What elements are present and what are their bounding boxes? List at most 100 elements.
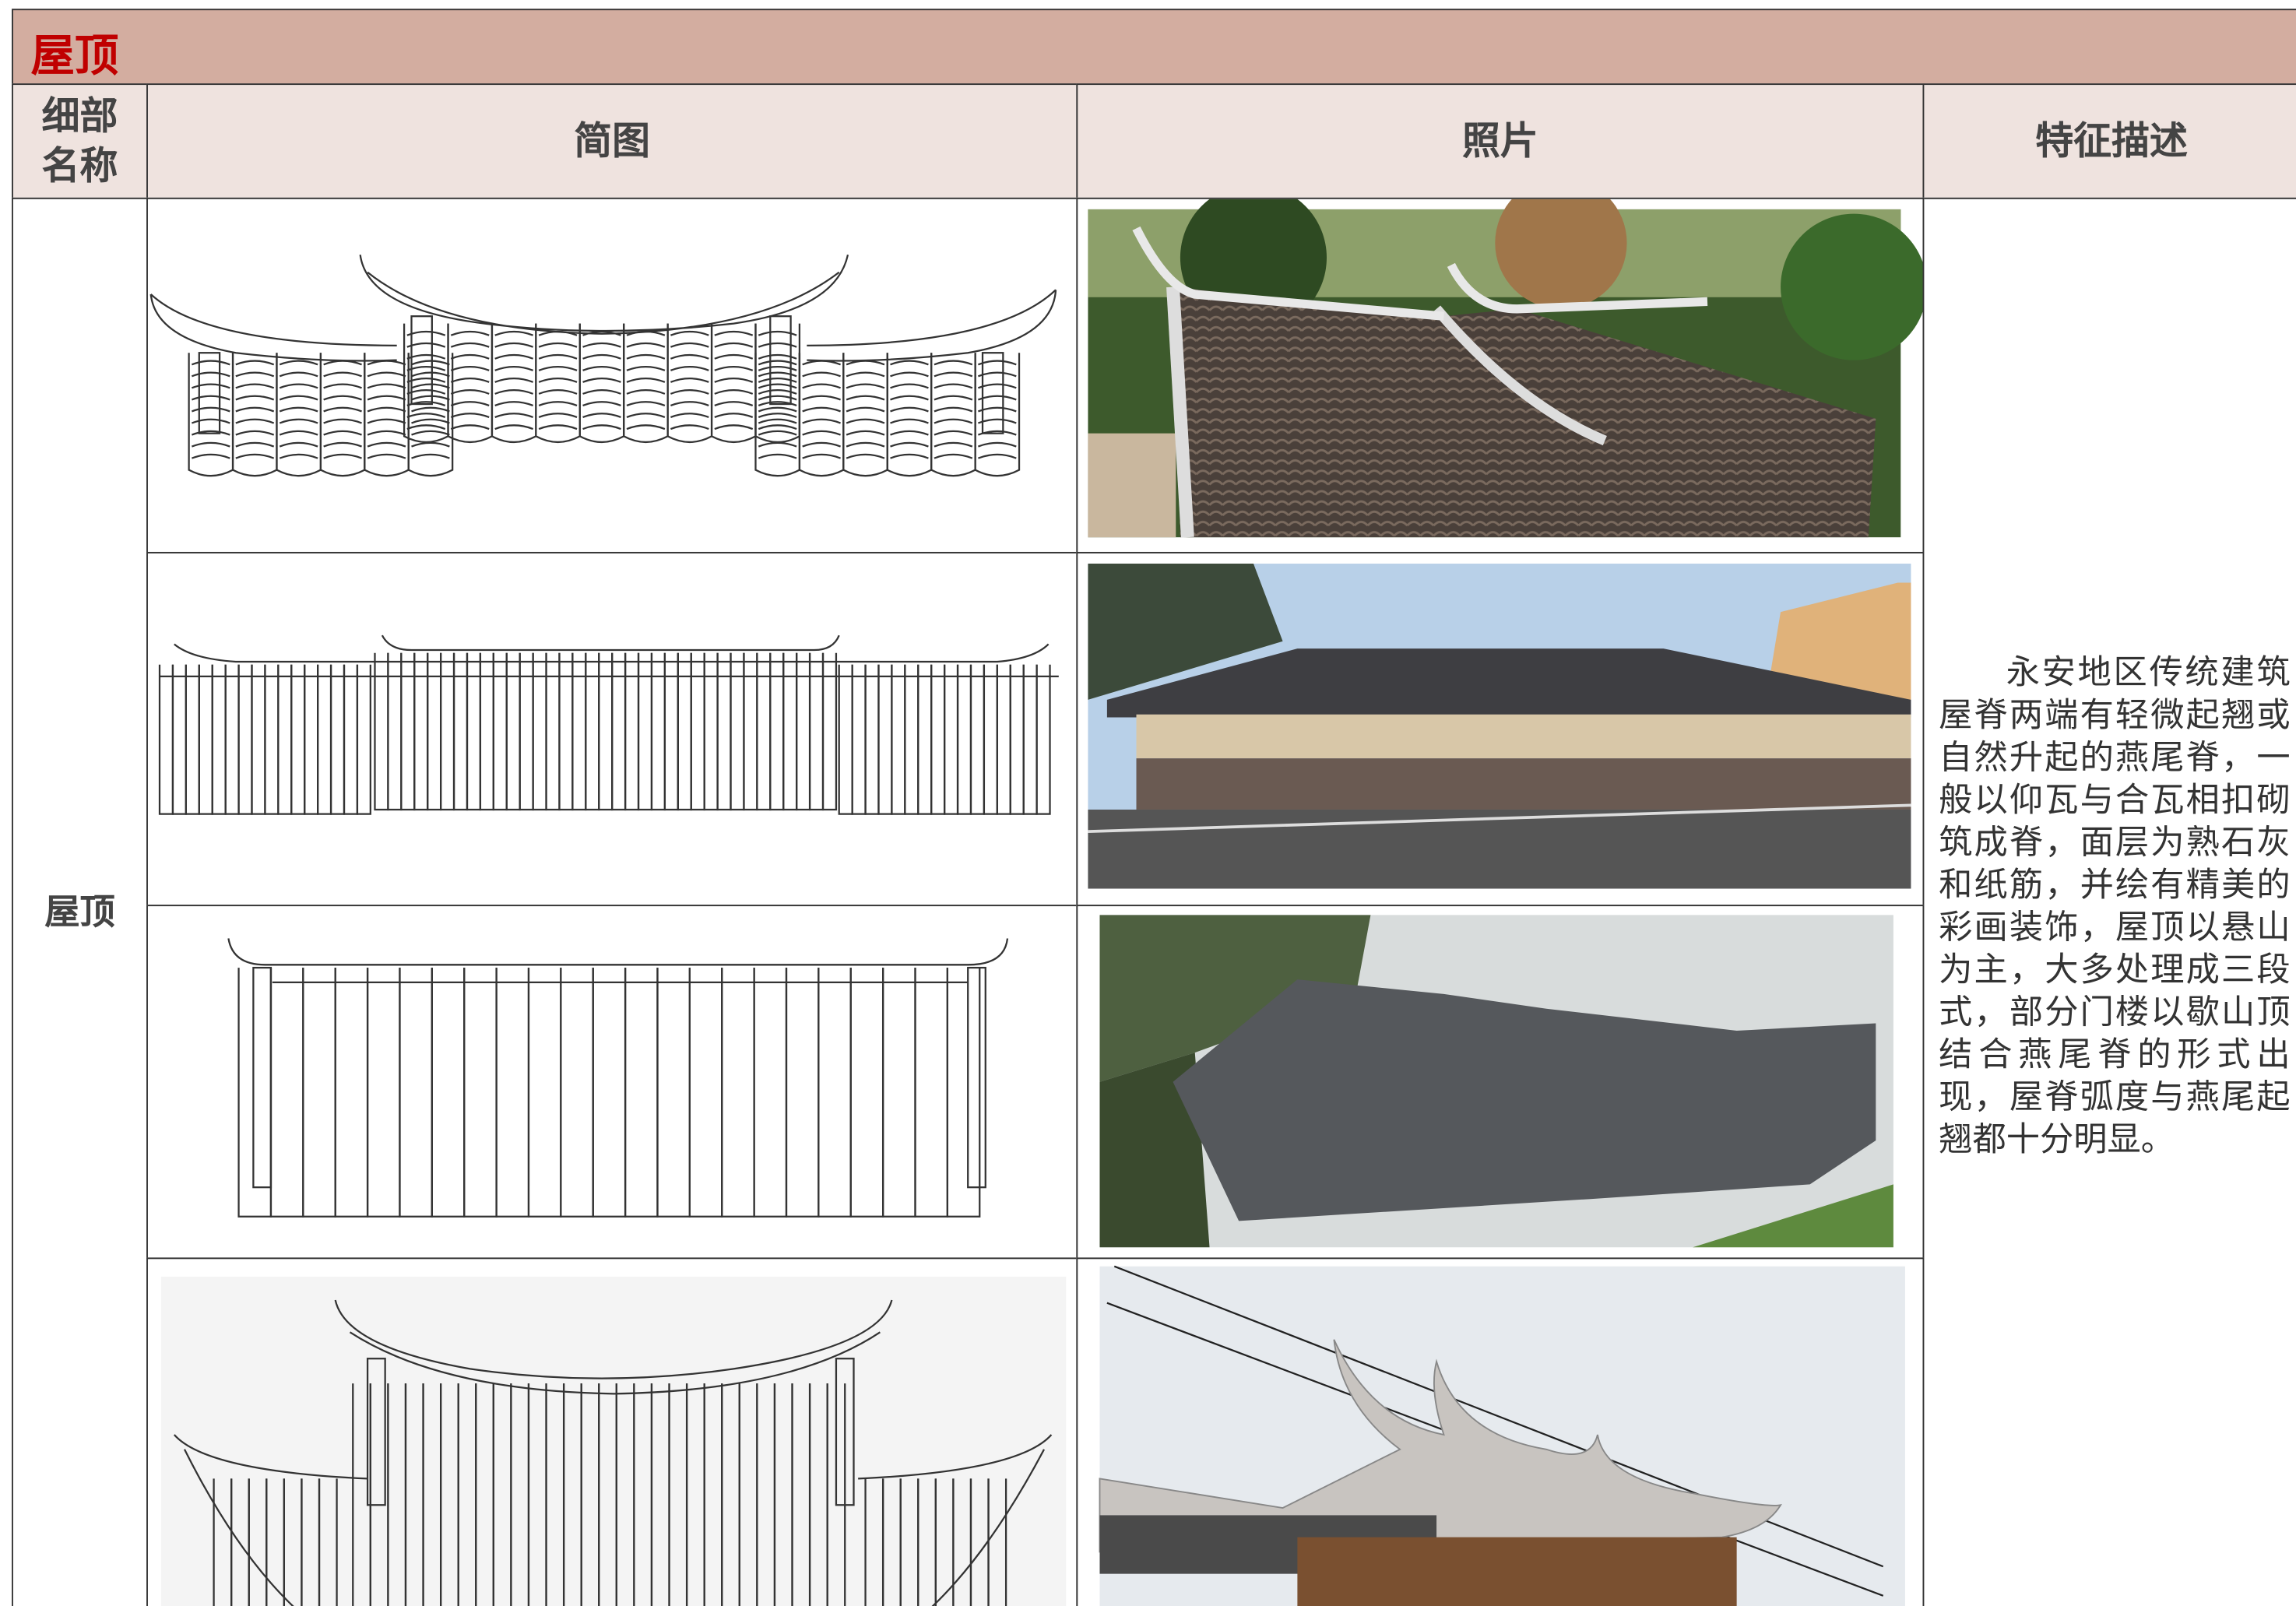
sketch-line xyxy=(626,413,666,419)
sketch-line xyxy=(277,664,293,815)
sketch-line xyxy=(367,371,406,378)
sketch-line xyxy=(582,365,621,371)
sketch-line xyxy=(758,342,797,348)
sketch-line xyxy=(934,406,973,413)
sketch xyxy=(160,1276,1067,1606)
sketch-line xyxy=(211,664,227,815)
sketch-line xyxy=(149,293,397,362)
sketch-line xyxy=(367,441,406,448)
sketch-line xyxy=(846,453,885,459)
photo xyxy=(1099,1265,1905,1606)
sketch-line xyxy=(670,424,709,430)
sketch-line xyxy=(758,360,797,366)
sketch-line xyxy=(367,395,406,401)
sketch-line xyxy=(269,968,304,1218)
sketch-line xyxy=(411,418,450,424)
sketch-line xyxy=(626,389,666,395)
sketch-line xyxy=(881,968,916,1218)
sketch-line xyxy=(758,453,797,459)
sketch-line xyxy=(977,371,1017,378)
sketch-line xyxy=(890,395,929,401)
sketch-line xyxy=(956,664,972,815)
sketch-line xyxy=(490,323,537,444)
sketch-line xyxy=(191,441,230,448)
sketch-line xyxy=(538,365,578,371)
sketch-line xyxy=(983,664,998,815)
sketch-line xyxy=(173,1434,1053,1606)
row-name: 屋顶 xyxy=(44,891,115,933)
sketch-line xyxy=(835,1358,855,1506)
sketch-line xyxy=(802,395,841,401)
sketch-line xyxy=(323,441,362,448)
sketch-line xyxy=(891,664,906,815)
photo xyxy=(1088,564,1911,889)
sketch-line xyxy=(495,968,530,1218)
sketch-line xyxy=(406,330,446,336)
sketch-line xyxy=(191,371,230,378)
sketch-line xyxy=(527,968,562,1218)
sketch-line xyxy=(626,353,666,360)
sketch-line xyxy=(538,389,578,395)
sketch-line xyxy=(538,424,578,430)
sketch-line xyxy=(406,413,446,419)
sketch-line xyxy=(334,968,369,1218)
sketch-line xyxy=(494,353,534,360)
sketch-line xyxy=(946,968,981,1218)
sketch-line xyxy=(626,401,666,406)
sketch-line xyxy=(323,383,362,389)
sketch-line xyxy=(450,342,490,348)
sketch-line xyxy=(917,664,933,815)
sketch-line xyxy=(447,323,494,444)
sketch-line xyxy=(802,360,841,366)
sketch-line xyxy=(934,383,973,389)
header-text: 特征描述 xyxy=(2035,119,2188,163)
sketch-line xyxy=(758,406,797,413)
sketch-line xyxy=(235,441,275,448)
sketch-line xyxy=(323,360,362,366)
sketch-line xyxy=(367,430,406,436)
sketch-line xyxy=(1035,664,1051,815)
sketch-line xyxy=(851,664,867,815)
sketch-line xyxy=(329,664,346,815)
sketch-line xyxy=(323,395,362,401)
sketch-line xyxy=(323,371,362,378)
header-cell: 照片 xyxy=(1076,83,1925,199)
sketch-cell xyxy=(146,905,1078,1260)
photo-cell xyxy=(1076,197,1925,553)
sketch-line xyxy=(758,330,797,336)
sketch-line xyxy=(318,1478,338,1606)
sketch-line xyxy=(754,323,801,444)
sketch-line xyxy=(890,371,929,378)
sketch-line xyxy=(191,406,230,413)
sketch-line xyxy=(846,383,885,389)
sketch-bg xyxy=(160,1276,1067,1606)
sketch-line xyxy=(463,968,498,1218)
sketch-line xyxy=(279,406,318,413)
sketch-line xyxy=(494,330,534,336)
sketch-line xyxy=(890,383,929,389)
sketch-line xyxy=(323,418,362,424)
sketch-line xyxy=(366,1358,386,1506)
sketch-line xyxy=(769,315,792,406)
sketch-line xyxy=(582,413,621,419)
sketch-line xyxy=(977,453,1017,459)
sketch-line xyxy=(237,968,272,1218)
sketch-line xyxy=(934,360,973,366)
sketch-line xyxy=(158,664,174,815)
roof xyxy=(1106,648,1911,718)
sketch-line xyxy=(174,643,1050,663)
sketch-line xyxy=(323,453,362,459)
sketch-line xyxy=(582,330,621,336)
description: 永安地区传统建筑屋脊两端有轻微起翘或自然升起的燕尾脊，一般以仰瓦与合瓦相扣砌筑成… xyxy=(1939,654,2291,1160)
sketch-line xyxy=(582,342,621,348)
sketch-line xyxy=(714,401,754,406)
sketch-line xyxy=(494,389,534,395)
sketch-line xyxy=(714,365,754,371)
sketch-line xyxy=(191,360,230,366)
sketch-line xyxy=(934,430,973,436)
sketch-line xyxy=(198,664,213,815)
sketch-line xyxy=(279,430,318,436)
sketch-line xyxy=(626,378,666,383)
sketch-line xyxy=(890,430,929,436)
sketch-line xyxy=(817,968,852,1218)
